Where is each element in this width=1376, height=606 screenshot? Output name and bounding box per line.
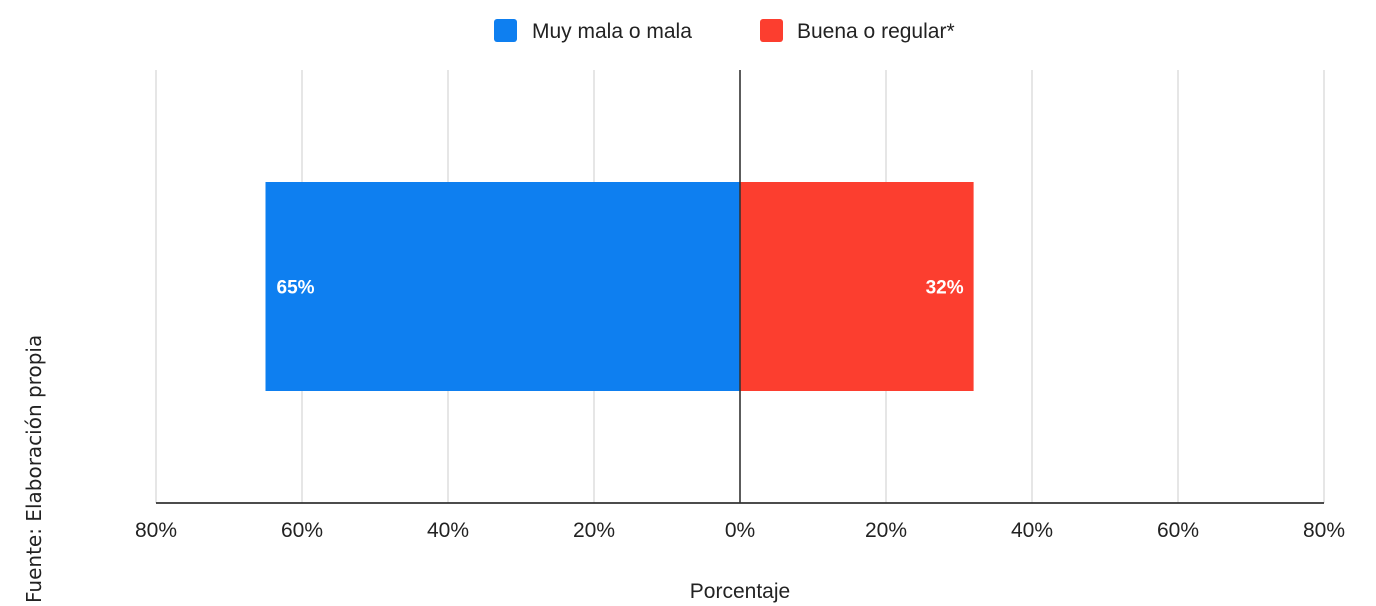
x-axis-title: Porcentaje	[690, 580, 790, 603]
legend-label: Buena o regular*	[797, 20, 955, 43]
legend-swatch	[494, 19, 517, 42]
tick-labels: 80% 60% 40% 20% 0% 20% 40% 60% 80%	[135, 519, 1345, 542]
x-tick-label: 80%	[1303, 519, 1345, 542]
legend: Muy mala o mala Buena o regular*	[494, 19, 955, 43]
legend-label: Muy mala o mala	[532, 20, 692, 43]
x-tick-label: 60%	[281, 519, 323, 542]
legend-swatch	[760, 19, 783, 42]
bar-muy-mala-o-mala	[265, 182, 740, 391]
x-tick-label: 20%	[865, 519, 907, 542]
x-tick-label: 40%	[1011, 519, 1053, 542]
axes	[156, 70, 1324, 504]
x-tick-label: 20%	[573, 519, 615, 542]
data-label: 32%	[926, 278, 964, 299]
bar-buena-o-regular	[740, 182, 974, 391]
data-label: 65%	[277, 278, 315, 299]
x-tick-label: 60%	[1157, 519, 1199, 542]
x-tick-label: 0%	[725, 519, 755, 542]
x-tick-label: 40%	[427, 519, 469, 542]
x-tick-label: 80%	[135, 519, 177, 542]
bars: 65% 32%	[265, 182, 974, 391]
